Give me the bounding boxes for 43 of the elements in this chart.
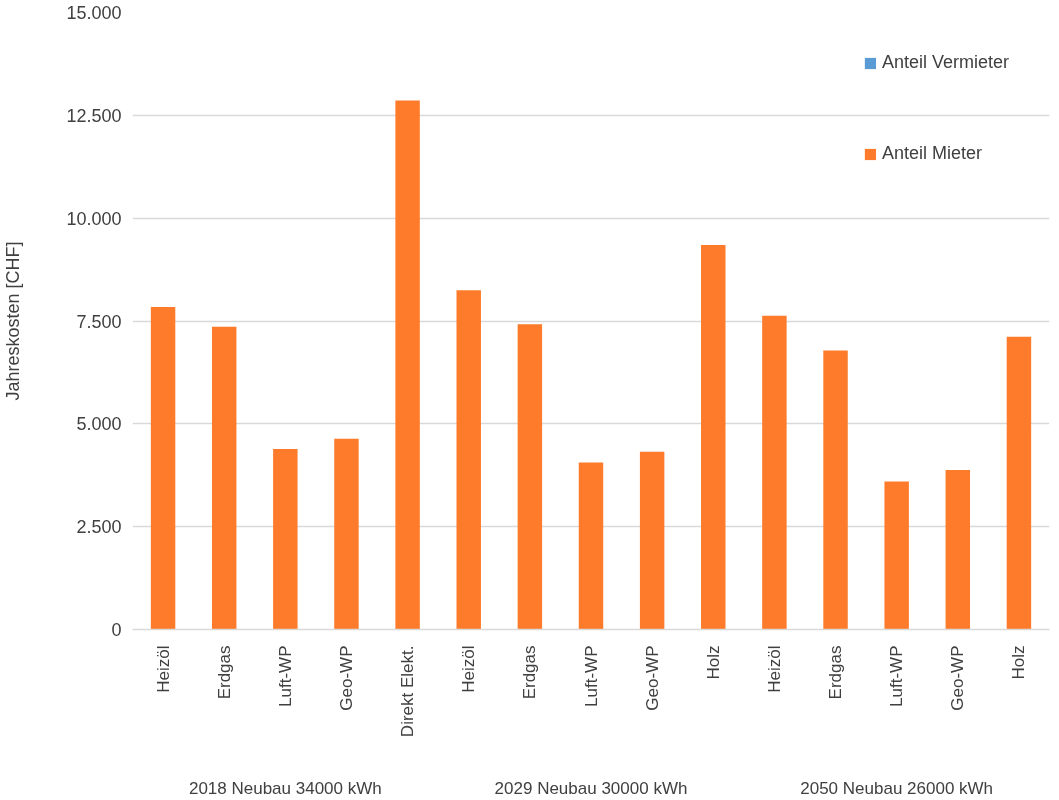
bar: [1006, 336, 1032, 630]
y-tick-label: 12.500: [66, 105, 122, 126]
bar: [456, 290, 481, 630]
legend-label: Anteil Mieter: [881, 143, 982, 164]
bar: [395, 100, 420, 630]
y-axis-title: Jahreskosten [CHF]: [3, 241, 24, 401]
y-tick-label: 10.000: [66, 208, 122, 229]
x-tick-label: Luft-WP: [887, 645, 907, 707]
x-tick-label: Heizöl: [764, 645, 784, 693]
bar: [517, 324, 543, 630]
bar: [945, 469, 971, 630]
x-tick-label: Heizöl: [153, 645, 173, 693]
y-tick-label: 7.500: [76, 311, 122, 332]
x-tick-label: Erdgas: [214, 645, 234, 700]
y-tick-label: 15.000: [66, 3, 122, 23]
x-tick-label: Geo-WP: [948, 645, 968, 711]
x-tick-label: Erdgas: [520, 645, 540, 700]
y-tick-label: 0: [111, 620, 122, 640]
bar: [823, 350, 848, 630]
bar: [273, 448, 298, 630]
bar: [578, 462, 604, 630]
x-tick-label: Holz: [703, 645, 723, 680]
x-tick-label: Luft-WP: [581, 645, 601, 707]
y-tick-label: 5.000: [76, 414, 122, 435]
text: 2050 Neubau 26000 kWh: [800, 778, 994, 798]
bar: [701, 244, 726, 630]
x-tick-label: Geo-WP: [642, 645, 662, 711]
x-tick-label: Direkt Elekt.: [398, 645, 418, 738]
legend-label: Anteil Vermieter: [881, 52, 1009, 73]
x-tick-label: Heizöl: [459, 645, 479, 693]
text: 2029 Neubau 30000 kWh: [494, 778, 688, 798]
bar: [762, 315, 787, 630]
bar: [334, 438, 359, 630]
x-tick-label: Luft-WP: [275, 645, 295, 707]
x-tick-label: Erdgas: [826, 645, 846, 700]
x-tick-label: Geo-WP: [336, 645, 356, 711]
text: 2018 Neubau 34000 kWh: [188, 778, 382, 798]
bar: [211, 326, 237, 630]
bar: [150, 307, 176, 630]
bar: [639, 451, 665, 630]
y-tick-label: 2.500: [76, 517, 122, 538]
x-tick-label: Holz: [1009, 645, 1029, 680]
bar: [884, 481, 909, 630]
